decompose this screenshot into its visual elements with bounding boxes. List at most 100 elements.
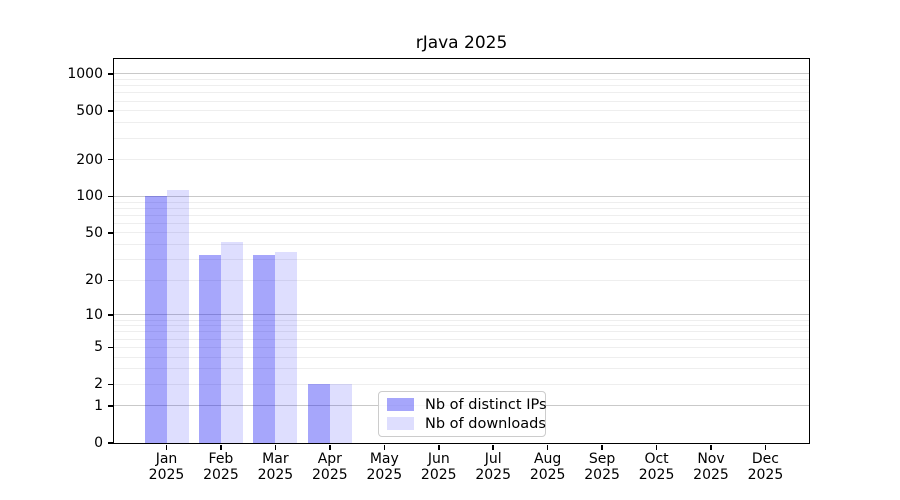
x-axis-tick-label: Feb 2025 bbox=[193, 451, 249, 483]
x-axis-tick-label-line: May bbox=[369, 451, 399, 467]
x-axis-tick-label-line: Mar bbox=[262, 451, 289, 467]
x-axis-tick bbox=[220, 445, 222, 450]
x-axis-tick bbox=[546, 445, 549, 450]
x-axis-tick-label: Jun 2025 bbox=[411, 451, 467, 483]
minor-gridline bbox=[114, 207, 809, 209]
minor-gridline bbox=[114, 232, 809, 234]
y-axis-tick-label: 50 bbox=[85, 224, 103, 241]
legend-label-distinct-ips: Nb of distinct IPs bbox=[425, 396, 547, 413]
major-gridline bbox=[114, 314, 809, 316]
chart-title: rJava 2025 bbox=[415, 33, 508, 53]
x-axis-tick-label-line: 2025 bbox=[257, 467, 294, 483]
x-axis-tick-label-line: Jun bbox=[427, 451, 450, 467]
x-axis-tick bbox=[274, 445, 277, 450]
x-axis-tick-label-line: 2025 bbox=[529, 467, 566, 483]
y-axis-tick-label: 200 bbox=[76, 151, 103, 168]
x-axis-tick bbox=[601, 445, 603, 450]
x-axis-tick bbox=[438, 445, 440, 450]
major-gridline bbox=[114, 195, 809, 197]
y-axis-tick bbox=[108, 195, 113, 198]
legend-label-downloads: Nb of downloads bbox=[425, 415, 546, 432]
minor-gridline bbox=[114, 259, 809, 261]
x-axis-tick-label: Aug 2025 bbox=[520, 451, 576, 483]
x-axis-tick bbox=[165, 445, 168, 450]
y-axis-tick-label: 1 bbox=[94, 397, 103, 414]
minor-gridline bbox=[114, 159, 809, 161]
x-axis-tick-label-line: 2025 bbox=[747, 467, 784, 483]
minor-gridline bbox=[114, 346, 809, 348]
x-axis-tick bbox=[764, 445, 767, 450]
minor-gridline bbox=[114, 214, 809, 216]
minor-gridline bbox=[114, 100, 809, 102]
x-axis-tick-label: Nov 2025 bbox=[683, 451, 739, 483]
minor-gridline bbox=[114, 137, 809, 139]
minor-gridline bbox=[114, 92, 809, 94]
x-axis-tick-label-line: 2025 bbox=[420, 467, 457, 483]
x-axis-tick-label-line: Jul bbox=[484, 451, 502, 467]
x-axis-tick-label: Jul 2025 bbox=[465, 451, 521, 483]
legend-swatch-downloads bbox=[387, 417, 414, 430]
x-axis-tick-label: Jan 2025 bbox=[139, 451, 195, 483]
major-gridline bbox=[114, 73, 809, 75]
y-axis-tick bbox=[108, 232, 113, 234]
x-axis-tick-label-line: Aug bbox=[533, 451, 562, 467]
y-axis-tick bbox=[108, 405, 113, 407]
minor-gridline bbox=[114, 279, 809, 281]
bar-downloads bbox=[329, 384, 352, 443]
legend: Nb of distinct IPs Nb of downloads bbox=[378, 391, 547, 437]
x-axis-tick bbox=[655, 445, 658, 450]
minor-gridline bbox=[114, 244, 809, 246]
y-axis-tick-label: 2 bbox=[94, 376, 103, 393]
minor-gridline bbox=[114, 368, 809, 370]
y-axis-tick bbox=[108, 73, 113, 75]
x-axis-tick bbox=[329, 445, 331, 450]
x-axis-tick-label: Mar 2025 bbox=[247, 451, 303, 483]
minor-gridline bbox=[114, 338, 809, 340]
y-axis-tick bbox=[108, 158, 113, 161]
x-axis-tick-label-line: Dec bbox=[751, 451, 779, 467]
minor-gridline bbox=[114, 201, 809, 203]
y-axis-tick bbox=[108, 442, 113, 444]
y-axis-tick bbox=[108, 314, 113, 316]
minor-gridline bbox=[114, 110, 809, 112]
minor-gridline bbox=[114, 319, 809, 321]
y-axis-tick bbox=[108, 279, 113, 282]
x-axis-tick-label-line: 2025 bbox=[312, 467, 348, 483]
minor-gridline bbox=[114, 122, 809, 124]
y-axis-tick-label: 100 bbox=[76, 188, 103, 205]
x-axis-tick-label-line: 2025 bbox=[148, 467, 185, 483]
y-axis-tick-label: 20 bbox=[85, 272, 103, 289]
bar-distinct-ips bbox=[307, 384, 330, 443]
x-axis-tick-label-line: 2025 bbox=[203, 467, 239, 483]
y-axis-tick bbox=[108, 346, 113, 349]
legend-item-downloads: Nb of downloads bbox=[387, 416, 546, 432]
x-axis-tick bbox=[710, 445, 712, 450]
legend-swatch-distinct-ips bbox=[387, 398, 414, 411]
x-axis-tick-label-line: Sep bbox=[588, 451, 616, 467]
y-axis-tick bbox=[108, 110, 113, 112]
x-axis-tick-label-line: Nov bbox=[697, 451, 725, 467]
minor-gridline bbox=[114, 331, 809, 333]
x-axis-tick-label-line: 2025 bbox=[366, 467, 403, 483]
x-axis-tick-label-line: Jan bbox=[155, 451, 178, 467]
y-axis-tick-label: 1000 bbox=[67, 65, 103, 82]
x-axis-tick-label-line: 2025 bbox=[693, 467, 729, 483]
x-axis-tick-label: Sep 2025 bbox=[574, 451, 630, 483]
x-axis-tick-label-line: 2025 bbox=[638, 467, 675, 483]
y-axis-tick-label: 10 bbox=[85, 306, 103, 323]
x-axis-tick-label: Dec 2025 bbox=[737, 451, 793, 483]
y-axis-tick-label: 0 bbox=[94, 435, 103, 451]
y-axis-tick bbox=[108, 383, 113, 386]
y-axis-tick-label: 500 bbox=[76, 102, 103, 119]
x-axis-tick bbox=[383, 445, 386, 450]
x-axis-tick bbox=[492, 445, 494, 450]
bar-distinct-ips bbox=[253, 254, 276, 443]
minor-gridline bbox=[114, 325, 809, 327]
minor-gridline bbox=[114, 356, 809, 358]
minor-gridline bbox=[114, 79, 809, 81]
bar-distinct-ips bbox=[144, 195, 167, 443]
bar-downloads bbox=[166, 190, 189, 443]
bar-distinct-ips bbox=[198, 254, 221, 443]
y-axis-tick-label: 5 bbox=[94, 339, 103, 356]
